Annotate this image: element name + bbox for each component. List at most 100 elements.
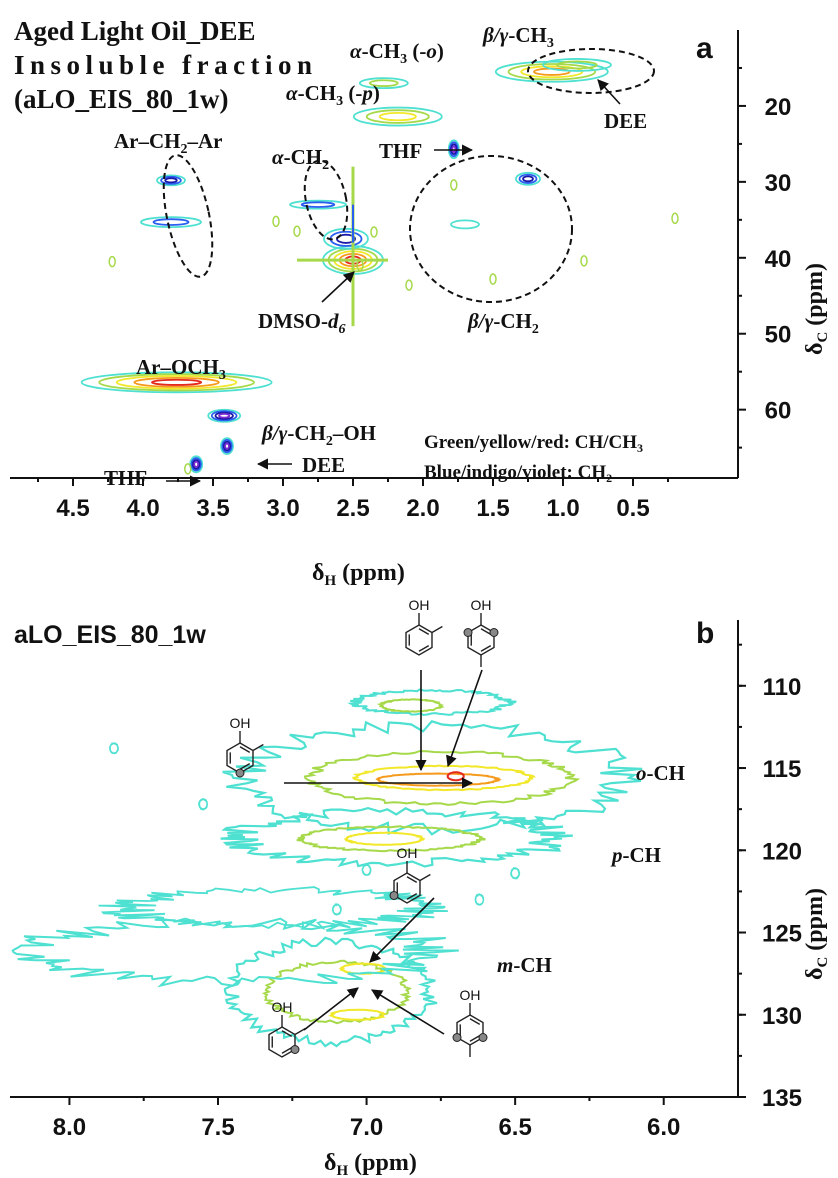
- arrow-mol2: [446, 669, 483, 768]
- panel-a-x-ticks: 4.5 4.0 3.5 3.0 2.5 2.0 1.5 1.0 0.5: [37, 478, 669, 522]
- label-dee-top: DEE: [604, 109, 647, 133]
- label-ar-och3: Ar–OCH3: [136, 355, 226, 383]
- legend-ch2: Blue/indigo/violet: CH2: [424, 462, 612, 485]
- minor-peak: [489, 273, 497, 285]
- cross-peak-contour: [218, 412, 231, 419]
- minor-peak-b: [331, 903, 343, 916]
- oh-label: OH: [471, 597, 492, 613]
- arrow-mol4: [369, 897, 435, 963]
- highlight-carbon: [235, 768, 245, 778]
- panel-b-x-tick-label: 8.0: [53, 1114, 86, 1141]
- double-bond: [418, 628, 430, 635]
- panel-b-y-tick-label: 110: [763, 674, 802, 701]
- o-cresol-structure-1: OH: [405, 597, 443, 656]
- legend-ch-ch3: Green/yellow/red: CH/CH3: [424, 432, 643, 455]
- minor-peak: [293, 225, 301, 237]
- cross-peak-contour: [193, 460, 200, 468]
- label-o-ch: o-CH: [636, 761, 685, 785]
- double-bond: [406, 893, 418, 900]
- ellipse-ar-ch2-ar: [162, 154, 214, 278]
- highlight-carbon: [489, 628, 499, 637]
- panel-b-title: aLO_EIS_80_1w: [14, 621, 206, 649]
- cross-peak-contour: [518, 173, 538, 184]
- minor-peak-b: [197, 797, 209, 811]
- highlight-carbon: [389, 891, 399, 900]
- minor-peak-b: [509, 866, 521, 880]
- minor-peak: [671, 212, 679, 225]
- label-beta-gamma-ch2: β/γ-CH2: [467, 309, 539, 337]
- oh-label: OH: [230, 715, 251, 731]
- panel-a-y-tick-label: 60: [765, 398, 792, 425]
- cross-peak: [515, 171, 541, 186]
- highlight-carbon: [290, 1045, 300, 1054]
- panel-a-y-tick-label: 50: [765, 322, 792, 349]
- cross-peak-contour: [190, 457, 202, 472]
- cross-peak: [140, 216, 202, 229]
- oh-label: OH: [397, 845, 418, 861]
- cross-peak-contour: [520, 65, 584, 79]
- panel-a-title-line-2: Insoluble fraction: [14, 50, 312, 80]
- label-p-ch: p-CH: [610, 843, 661, 867]
- label-beta-gamma-ch2-oh: β/γ-CH2–OH: [261, 421, 376, 449]
- cross-peak-contour: [152, 218, 190, 226]
- cross-peak: [189, 455, 204, 474]
- cross-peak-contour: [556, 60, 598, 70]
- double-bond: [281, 1030, 293, 1037]
- cross-peak-contour: [140, 216, 202, 229]
- cross-peak-contour: [515, 171, 541, 186]
- cross-peak-contour: [352, 106, 443, 127]
- panel-a-y-ticks: 20 30 40 50 60: [738, 66, 792, 449]
- o-ch-contour-outer: [222, 720, 643, 836]
- m-ch-streak: [11, 917, 459, 988]
- double-bond: [281, 1047, 293, 1054]
- panel-a: Aged Light Oil_DEE Insoluble fraction (a…: [10, 16, 831, 589]
- double-bond: [469, 1035, 481, 1042]
- m-ch-contour-yellow-2: [327, 1008, 387, 1021]
- cross-peak-contour: [207, 408, 242, 423]
- label-ar-ch2-ar: Ar–CH2–Ar: [114, 129, 223, 157]
- panel-a-x-tick-label: 4.5: [56, 495, 89, 522]
- methyl-bond: [252, 743, 264, 752]
- p-ch-contour-outer: [220, 806, 573, 868]
- panel-b-x-ticks: 8.0 7.5 7.0 6.5 6.0: [53, 1097, 680, 1141]
- panel-b-y-tick-label: 130: [762, 1003, 802, 1030]
- cross-peak-contour: [214, 411, 234, 420]
- cross-peak-contour: [378, 111, 417, 122]
- cross-peak-contour: [98, 373, 255, 392]
- minor-peak-b: [474, 893, 485, 906]
- cross-peak-contour: [164, 177, 178, 184]
- double-bond: [406, 876, 418, 883]
- panel-a-x-tick-label: 3.5: [196, 495, 229, 522]
- p-ch-contour-green: [296, 825, 486, 853]
- cross-peak: [207, 408, 242, 423]
- cross-peak-contour: [222, 440, 232, 452]
- arrow-dmso: [321, 271, 355, 303]
- minor-peak: [580, 255, 588, 267]
- cross-peak-contour: [133, 376, 220, 388]
- cross-peak-contour: [289, 199, 347, 210]
- panel-b-x-tick-label: 6.0: [647, 1114, 680, 1141]
- panel-a-x-tick-label: 3.0: [266, 495, 299, 522]
- panel-b-x-tick-label: 7.5: [201, 1114, 234, 1141]
- panel-b-x-tick-label: 7.0: [350, 1114, 383, 1141]
- panel-b: aLO_EIS_80_1w b 8.0 7.5 7.0 6.5 6.0 110 115 12…: [10, 597, 831, 1178]
- double-bond: [480, 645, 492, 652]
- label-thf-bottom: THF: [104, 466, 147, 490]
- panel-a-y-tick-label: 40: [765, 246, 792, 273]
- panel-b-y-ticks: 110 115 120 125 130 135: [738, 643, 802, 1112]
- panel-a-ylabel: δC (ppm): [802, 263, 831, 355]
- cross-peak-contour: [210, 410, 238, 422]
- o-ch-contour-yellow: [352, 764, 536, 792]
- label-alpha-ch3-p: α-CH3 (-p): [286, 81, 380, 109]
- panel-b-y-tick-label: 115: [763, 756, 802, 783]
- panel-a-x-tick-label: 2.0: [406, 495, 439, 522]
- label-dmso: DMSO-d6: [258, 309, 346, 337]
- p-ch-contour-yellow: [344, 831, 426, 846]
- cross-peak-contour: [220, 437, 234, 456]
- panel-a-contours: [80, 58, 679, 475]
- panel-a-x-tick-label: 4.0: [126, 495, 159, 522]
- cross-peak-contour: [542, 58, 612, 72]
- o-ch-top-lobe-inner: [376, 698, 445, 713]
- minor-peak-b: [108, 742, 119, 755]
